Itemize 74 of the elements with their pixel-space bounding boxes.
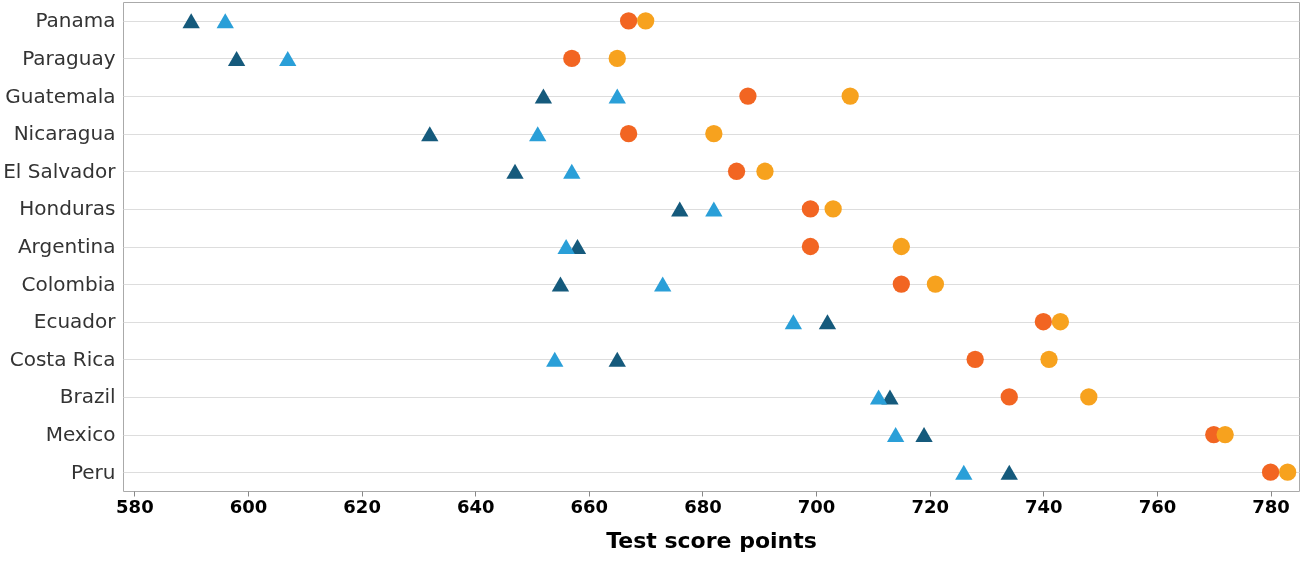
point [216, 13, 234, 29]
y-tick-label: El Salvador [3, 158, 117, 183]
point [1051, 313, 1070, 331]
x-tick-label: 780 [1252, 495, 1290, 517]
point [955, 464, 973, 480]
point [637, 12, 655, 30]
point [892, 275, 910, 293]
y-tick-label: Mexico [45, 422, 116, 447]
x-tick-label: 620 [343, 495, 381, 517]
x-tick-label: 700 [797, 495, 836, 517]
point [801, 200, 820, 218]
point [671, 201, 689, 217]
y-tick-label: Costa Rica [9, 346, 116, 371]
point [739, 87, 757, 105]
point [892, 237, 910, 256]
y-tick-label: Colombia [21, 271, 116, 296]
point [915, 427, 933, 443]
point [784, 314, 803, 330]
point [227, 50, 246, 66]
y-tick-label: Argentina [17, 234, 116, 258]
point [886, 427, 905, 443]
y-tick-label: Honduras [19, 196, 116, 221]
x-tick-label: 680 [684, 495, 722, 517]
point [824, 200, 842, 218]
x-tick-label: 720 [911, 495, 950, 517]
point [608, 351, 626, 367]
point [1278, 463, 1297, 481]
point [818, 314, 837, 330]
y-tick-label: Guatemala [5, 83, 116, 108]
point [534, 88, 553, 104]
point [529, 126, 547, 142]
point [705, 125, 723, 143]
x-tick-label: 660 [570, 495, 609, 517]
point [926, 275, 945, 293]
point [1261, 463, 1280, 481]
x-tick-label: 640 [456, 495, 495, 517]
point [869, 389, 888, 405]
point [966, 350, 984, 368]
y-tick-label: Ecuador [33, 309, 117, 334]
y-tick-label: Paraguay [22, 45, 116, 70]
y-tick-label: Peru [70, 459, 116, 484]
point [1040, 350, 1058, 368]
point [563, 49, 581, 68]
point [1000, 464, 1018, 480]
point [1034, 313, 1053, 331]
x-axis-title: Test score points [606, 527, 817, 553]
y-tick-label: Panama [35, 8, 116, 33]
point [563, 163, 581, 179]
x-tick-label: 740 [1025, 495, 1063, 517]
point [705, 201, 723, 217]
point [608, 49, 626, 68]
point [727, 162, 746, 180]
point [801, 237, 820, 256]
point [1000, 388, 1018, 406]
point [654, 276, 672, 292]
point [841, 87, 859, 105]
point [1080, 388, 1098, 406]
point [546, 351, 564, 367]
point [506, 163, 524, 179]
x-tick-label: 760 [1138, 495, 1177, 517]
y-tick-label: Brazil [59, 384, 116, 409]
point [421, 126, 439, 142]
point [608, 88, 626, 104]
point [756, 162, 774, 180]
point [551, 276, 570, 292]
point [619, 12, 638, 30]
y-tick-label: Nicaragua [13, 121, 116, 146]
point [182, 13, 200, 29]
point [619, 125, 638, 143]
x-tick-label: 580 [116, 495, 154, 517]
point [1216, 425, 1234, 444]
point [557, 239, 575, 254]
point [279, 50, 297, 66]
x-tick-label: 600 [229, 495, 268, 517]
